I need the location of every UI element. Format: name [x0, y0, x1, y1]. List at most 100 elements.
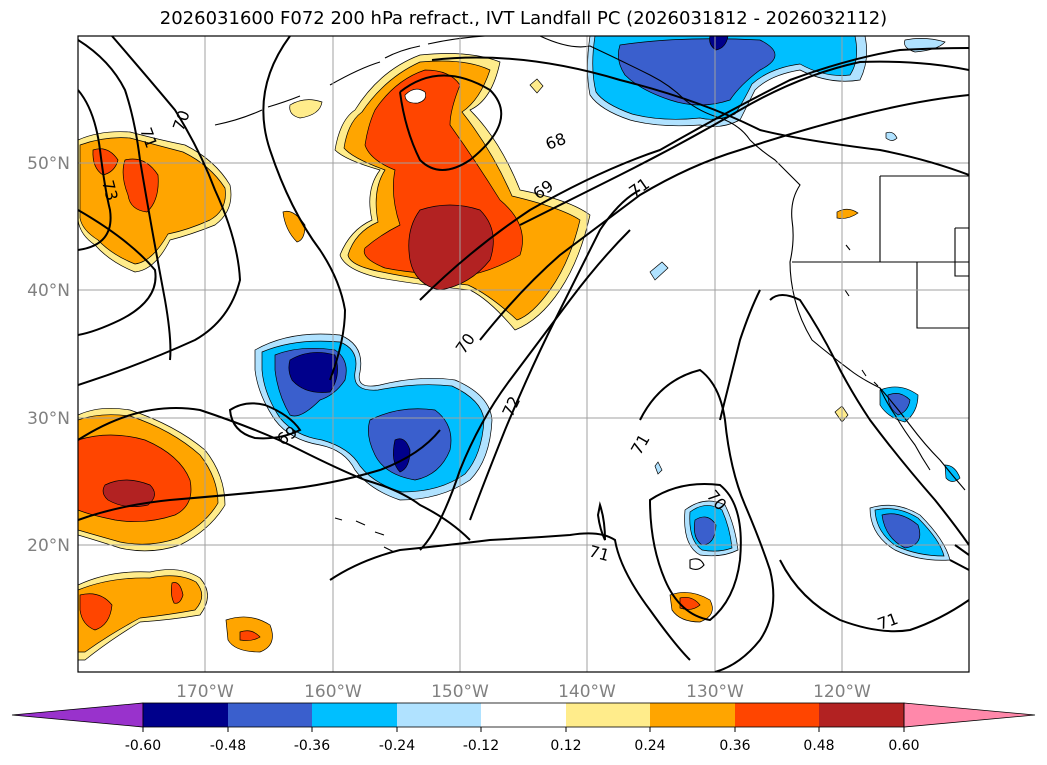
shade-w-15n-red2 — [170, 582, 184, 604]
map-title: 2026031600 F072 200 hPa refract., IVT La… — [159, 8, 888, 29]
shade-baja-mid — [887, 393, 911, 416]
colorbar: -0.60 -0.48 -0.36 -0.24 -0.12 0.12 0.24 … — [11, 702, 1036, 754]
shade-w-50n-red1 — [92, 148, 119, 176]
contour-71-mid — [419, 229, 631, 551]
contour-68 — [431, 56, 969, 176]
coast-islands-east — [844, 244, 879, 387]
contour-71-south — [329, 532, 691, 661]
coast-aleutians-west — [214, 95, 301, 126]
coast-baja — [879, 387, 931, 471]
shade-w-50n-red2 — [122, 158, 159, 213]
shade-goa-mid — [618, 38, 776, 106]
shade-tiny-3 — [885, 131, 898, 141]
shade-w-26n-darkred — [102, 479, 155, 507]
shade-tiny-1 — [649, 261, 669, 281]
state-borders — [792, 175, 969, 329]
coastlines — [214, 36, 969, 571]
contour-70-south2 — [78, 429, 441, 521]
shade-ne-pacific-hole — [404, 88, 427, 104]
colorbar-segment — [228, 703, 312, 727]
shade-goa-dark — [709, 36, 729, 51]
shade-c-pac-dark1 — [288, 352, 338, 393]
contour-70-east — [419, 47, 969, 301]
contour-69-west — [262, 36, 347, 381]
colorbar-label: -0.36 — [294, 738, 330, 754]
colorbar-segment — [650, 703, 735, 727]
contour-71-sub — [639, 368, 775, 672]
coast-north-america — [539, 36, 966, 491]
contour-71-coast — [769, 294, 969, 546]
contour-69-closed — [228, 402, 302, 440]
colorbar-segment — [397, 703, 481, 727]
colorbar-label: -0.12 — [463, 738, 499, 754]
shade-w-15n-red1 — [79, 593, 113, 631]
colorbar-segment — [566, 703, 650, 727]
lon-label: 120°W — [813, 682, 871, 702]
colorbar-label: 0.12 — [550, 738, 581, 754]
shade-c-pac-dark2 — [393, 438, 411, 473]
gridlines — [78, 36, 969, 672]
contour-71-se — [719, 289, 969, 633]
coast-hawaii — [334, 517, 395, 553]
lon-labels: 170°W 160°W 150°W 140°W 130°W 120°W — [176, 682, 871, 702]
colorbar-label: -0.24 — [379, 738, 415, 754]
map-background — [78, 36, 969, 672]
colorbar-labels: -0.60 -0.48 -0.36 -0.24 -0.12 0.12 0.24 … — [125, 738, 920, 754]
colorbar-extend-low — [11, 702, 144, 728]
shade-23n-mid — [881, 513, 921, 549]
contour-71-small — [596, 501, 606, 541]
positive-shading — [78, 53, 859, 661]
colorbar-segment — [481, 703, 566, 727]
contour-69-east — [519, 60, 969, 226]
colorbar-label: 0.48 — [803, 738, 834, 754]
contour-71-edge — [949, 544, 969, 571]
negative-shading — [254, 36, 961, 561]
shade-ne-pacific-darkred — [408, 204, 494, 291]
lat-labels: 50°N 40°N 30°N 20°N — [27, 154, 70, 556]
shade-small-5 — [529, 78, 544, 94]
contour-70-closed — [648, 483, 742, 622]
colorbar-segment — [819, 703, 904, 727]
contour-label: 73 — [98, 178, 122, 203]
contour-68-closed — [399, 74, 503, 171]
map-frame — [77, 35, 970, 673]
colorbar-segment — [143, 703, 228, 727]
lon-label: 170°W — [176, 682, 234, 702]
lat-label: 50°N — [27, 154, 70, 174]
colorbar-label: -0.60 — [125, 738, 161, 754]
map-plot-area: 71 70 73 68 69 71 70 72 69 71 70 71 71 — [78, 36, 969, 672]
colorbar-segment — [312, 703, 397, 727]
colorbar-segment — [735, 703, 819, 727]
shade-22n-mid — [693, 516, 717, 546]
colorbar-label: -0.48 — [210, 738, 246, 754]
colorbar-ticks — [142, 727, 905, 732]
contour-71-east — [479, 94, 969, 341]
contour-73 — [78, 89, 112, 251]
shade-small-1-red — [239, 630, 261, 641]
lon-label: 140°W — [558, 682, 616, 702]
colorbar-label: 0.60 — [888, 738, 919, 754]
contour-70-south — [78, 407, 471, 541]
contours — [78, 36, 969, 672]
colorbar-frame — [142, 702, 905, 728]
contour-71-west — [78, 39, 172, 361]
shade-tiny-2 — [654, 461, 663, 475]
shade-w-15n-orange — [78, 575, 203, 653]
shade-c-pac-mid2 — [368, 408, 452, 481]
lat-label: 20°N — [27, 536, 70, 556]
contour-72-west — [78, 209, 157, 336]
lat-label: 40°N — [27, 281, 70, 301]
lon-label: 150°W — [431, 682, 489, 702]
colorbar-label: 0.36 — [719, 738, 750, 754]
shade-tiny-4 — [944, 464, 961, 482]
shade-small-3 — [289, 99, 323, 119]
colorbar-extend-high — [903, 702, 1036, 728]
lon-label: 160°W — [304, 682, 362, 702]
colorbar-label: 0.24 — [634, 738, 665, 754]
lat-label: 30°N — [27, 409, 70, 429]
contour-label: 71 — [587, 542, 612, 566]
lon-label: 130°W — [686, 682, 744, 702]
contour-70-west — [78, 36, 242, 386]
coast-island-1 — [689, 558, 705, 571]
